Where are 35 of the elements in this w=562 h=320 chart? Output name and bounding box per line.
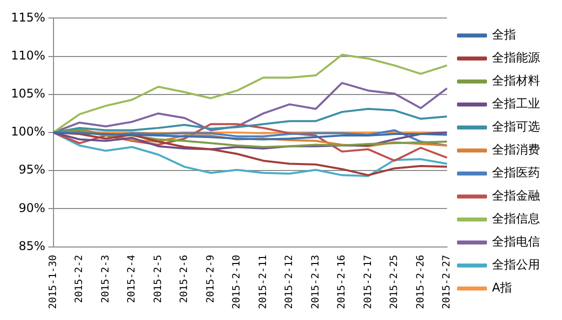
legend-label: 全指医药 — [492, 166, 540, 180]
legend-label: 全指工业 — [492, 96, 540, 111]
x-tick-label: 2015-2-12 — [284, 254, 296, 310]
y-tick-label: 100% — [10, 124, 46, 139]
x-tick-label: 2015-2-2 — [74, 254, 86, 303]
y-tick-label: 110% — [10, 48, 46, 62]
y-tick-label: 95% — [18, 162, 46, 177]
x-tick-label: 2015-2-4 — [126, 254, 138, 303]
legend-label: 全指公用 — [492, 258, 540, 272]
y-tick-label: 90% — [18, 200, 46, 215]
x-tick-label: 2015-2-5 — [152, 254, 164, 303]
legend-label: 全指电信 — [492, 234, 540, 249]
x-tick-label: 2015-2-9 — [205, 254, 216, 303]
x-tick-label: 2015-2-3 — [100, 254, 112, 303]
x-tick-label: 2015-2-25 — [389, 254, 400, 310]
x-tick-label: 2015-2-27 — [442, 254, 453, 310]
x-tick-label: 2015-1-30 — [48, 254, 59, 310]
y-tick-label: 85% — [18, 238, 46, 253]
x-tick-label: 2015-2-6 — [179, 254, 190, 303]
x-tick-label: 2015-2-11 — [258, 254, 269, 310]
legend-label: 全指金融 — [492, 188, 540, 203]
x-tick-label: 2015-2-13 — [310, 254, 322, 310]
legend-label: A指 — [492, 280, 512, 295]
legend-label: 全指材料 — [492, 74, 540, 88]
legend-label: 全指 — [492, 28, 516, 42]
x-tick-label: 2015-2-16 — [336, 254, 348, 310]
x-tick-label: 2015-2-10 — [232, 254, 243, 310]
legend-label: 全指能源 — [492, 50, 540, 65]
x-tick-label: 2015-2-17 — [362, 254, 374, 310]
legend-label: 全指消费 — [492, 142, 540, 157]
x-tick-label: 2015-2-26 — [415, 254, 426, 310]
legend-label: 全指信息 — [492, 212, 540, 226]
legend-label: 全指可选 — [492, 120, 540, 134]
y-tick-label: 115% — [10, 10, 46, 24]
y-tick-label: 105% — [10, 86, 46, 101]
